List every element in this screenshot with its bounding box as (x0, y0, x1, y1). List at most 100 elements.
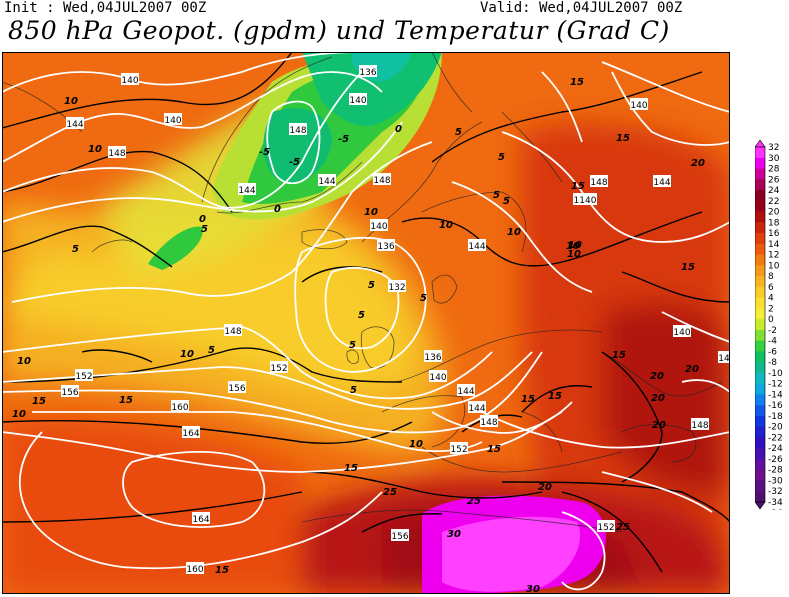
init-time: Init : Wed,04JUL2007 00Z (4, 0, 207, 16)
temp-label: 10 (364, 207, 378, 218)
temp-label: 5 (358, 310, 365, 321)
colorbar-tick-label: 10 (768, 261, 780, 271)
gpdm-label: 144 (457, 384, 475, 397)
temp-label: 10 (567, 249, 581, 260)
colorbar-swatch (755, 329, 765, 341)
colorbar-swatch (755, 372, 765, 384)
gpdm-label: 156 (391, 529, 409, 542)
temp-label: 15 (487, 444, 501, 455)
gpdm-label: 136 (377, 239, 395, 252)
colorbar-swatch (755, 254, 765, 266)
gpdm-label: 140 (164, 113, 182, 126)
svg-text:156: 156 (61, 388, 78, 398)
svg-text:152: 152 (450, 445, 467, 455)
svg-text:160: 160 (171, 403, 188, 413)
temp-label: 15 (344, 463, 358, 474)
colorbar-tick-label: -36 (768, 509, 783, 510)
gpdm-label: 140 (121, 73, 139, 86)
colorbar-swatch (755, 233, 765, 245)
colorbar-tick-label: -24 (768, 444, 783, 454)
colorbar-swatch (755, 319, 765, 331)
colorbar-swatch (755, 351, 765, 363)
gpdm-label: 144 (66, 117, 84, 130)
gpdm-label: 144 (653, 175, 671, 188)
colorbar-swatch (755, 405, 765, 417)
temp-label: 5 (420, 293, 427, 304)
geopotential-labels: 140 144 140 148 136 140 148 144 144 148 … (61, 65, 730, 575)
temp-label: 5 (368, 280, 375, 291)
gpdm-label: 144 (468, 401, 486, 414)
svg-text:148: 148 (224, 327, 241, 337)
svg-text:156: 156 (391, 532, 408, 542)
gpdm-label: 152 (597, 520, 615, 533)
colorbar-swatch (755, 286, 765, 298)
colorbar-tick-label: 32 (768, 143, 779, 153)
temp-label: 30 (526, 584, 540, 594)
gpdm-label: 140 (630, 98, 648, 111)
colorbar-tick-label: -10 (768, 369, 783, 379)
valid-time: Valid: Wed,04JUL2007 00Z (480, 0, 683, 16)
colorbar-swatch (755, 243, 765, 255)
colorbar-swatch (755, 437, 765, 449)
colorbar-swatch (755, 383, 765, 395)
svg-text:164: 164 (182, 429, 199, 439)
temp-label: 10 (409, 439, 423, 450)
temp-label: 10 (12, 409, 26, 420)
temp-label: 15 (32, 396, 46, 407)
colorbar-tick-label: -28 (768, 466, 783, 476)
colorbar-tick-label: 22 (768, 197, 779, 207)
colorbar-swatch (755, 265, 765, 277)
temperature-labels: 10 10 5 0 -5 -5 -5 0 5 0 10 5 10 5 5 10 … (12, 77, 705, 594)
colorbar-swatch (755, 222, 765, 234)
svg-text:148: 148 (373, 176, 390, 186)
svg-text:152: 152 (75, 372, 92, 382)
temp-label: 5 (201, 224, 208, 235)
svg-text:136: 136 (424, 353, 441, 363)
colorbar-swatch (755, 297, 765, 309)
temp-label: 5 (503, 196, 510, 207)
colorbar-tick-label: 0 (768, 315, 774, 325)
gpdm-label: 136 (424, 350, 442, 363)
coastlines (2, 52, 723, 533)
temp-label: 10 (88, 144, 102, 155)
colorbar-tick-label: 6 (768, 283, 774, 293)
svg-text:136: 136 (359, 68, 376, 78)
svg-text:144: 144 (318, 177, 335, 187)
temp-label: 5 (349, 340, 356, 351)
colorbar-swatch (755, 426, 765, 438)
svg-text:1140: 1140 (574, 196, 597, 206)
svg-text:140: 140 (121, 76, 138, 86)
gpdm-label: 160 (186, 562, 204, 575)
weather-map: 140 144 140 148 136 140 148 144 144 148 … (2, 52, 730, 594)
temp-label: 20 (650, 371, 664, 382)
colorbar-arrow-bottom (755, 501, 766, 510)
colorbar-arrow-top (755, 140, 766, 148)
gpdm-label: 1140 (573, 193, 597, 206)
temp-label: 10 (17, 356, 31, 367)
colorbar-swatch (755, 480, 765, 492)
svg-text:144: 144 (653, 178, 670, 188)
gpdm-label: 152 (270, 361, 288, 374)
temp-label: 10 (566, 241, 580, 252)
temp-label: 15 (119, 395, 133, 406)
colorbar-tick-label: 12 (768, 251, 779, 261)
gpdm-label: 148 (108, 146, 126, 159)
colorbar-swatch (755, 415, 765, 427)
colorbar-tick-label: -12 (768, 380, 783, 390)
svg-text:144: 144 (238, 186, 255, 196)
colorbar-swatch (755, 394, 765, 406)
temp-label: 15 (616, 133, 630, 144)
gpdm-label: 164 (192, 512, 210, 525)
colorbar-swatch (755, 448, 765, 460)
colorbar-tick-label: -6 (768, 347, 777, 357)
temp-label: 0 (274, 204, 281, 215)
colorbar-tick-label: -18 (768, 412, 783, 422)
gpdm-label: 140 (673, 325, 691, 338)
colorbar-tick-label: 8 (768, 272, 774, 282)
colorbar-tick-label: 18 (768, 218, 780, 228)
colorbar-tick-label: -8 (768, 358, 777, 368)
temp-label: 30 (447, 529, 461, 540)
temp-label: -5 (259, 147, 270, 158)
temp-label: 20 (538, 482, 552, 493)
gpdm-label: 136 (359, 65, 377, 78)
